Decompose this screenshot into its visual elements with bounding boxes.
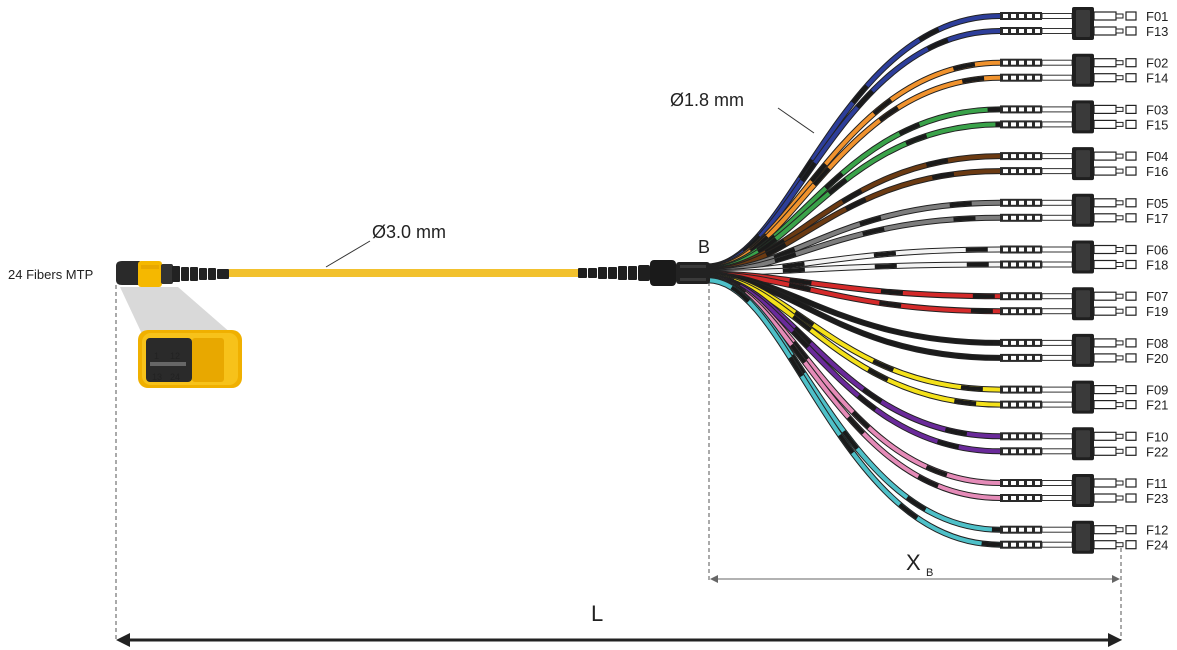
trunk-diameter-label: Ø3.0 mm	[372, 222, 446, 242]
fiber-label-f11: F11	[1146, 476, 1167, 491]
lc-duplex-housing-8	[1072, 333, 1094, 367]
xb-dimension-arrow	[710, 575, 1120, 583]
lc-connector-f10	[1000, 431, 1137, 441]
breakout-diameter-label: Ø1.8 mm	[670, 90, 744, 110]
fiber-label-f22: F22	[1146, 444, 1168, 459]
fiber-label-f03: F03	[1146, 102, 1168, 117]
lc-duplex-housing-5	[1072, 193, 1094, 227]
l-dimension-arrow	[116, 633, 1122, 647]
breakout-point-label: B	[698, 237, 710, 257]
fiber-label-f01: F01	[1146, 9, 1168, 24]
lc-connectors	[1000, 7, 1137, 554]
fiber-label-f23: F23	[1146, 491, 1168, 506]
lc-duplex-housing-9	[1072, 380, 1094, 414]
mtp-connector	[116, 261, 229, 287]
lc-connector-f13	[1000, 26, 1137, 36]
breakout-length-subscript: B	[926, 567, 933, 579]
fiber-label-f10: F10	[1146, 429, 1168, 444]
lc-connector-f02	[1000, 58, 1137, 68]
fiber-label-f12: F12	[1146, 523, 1168, 538]
fiber-label-f14: F14	[1146, 71, 1168, 86]
lc-duplex-housing-4	[1072, 147, 1094, 181]
lc-connector-f08	[1000, 338, 1137, 348]
fiber-label-f20: F20	[1146, 351, 1168, 366]
lc-duplex-housing-6	[1072, 240, 1094, 274]
lc-connector-f11	[1000, 478, 1137, 488]
total-length-label: L	[591, 601, 603, 626]
lc-connector-f17	[1000, 213, 1137, 223]
lc-connector-f07	[1000, 291, 1137, 301]
fiber-label-f08: F08	[1146, 336, 1168, 351]
fiber-label-f17: F17	[1146, 211, 1168, 226]
lc-connector-f20	[1000, 353, 1137, 363]
lc-duplex-housing-12	[1072, 520, 1094, 554]
lc-connector-f15	[1000, 119, 1137, 130]
lc-duplex-housing-10	[1072, 427, 1094, 461]
breakout-diameter-leader	[777, 107, 815, 134]
lc-duplex-housing-7	[1072, 287, 1094, 321]
lc-duplex-housing-1	[1072, 7, 1094, 40]
fiber-label-f21: F21	[1146, 398, 1168, 413]
lc-connector-f03	[1000, 104, 1137, 115]
breakout-boot	[578, 260, 710, 286]
lc-connector-f21	[1000, 400, 1137, 410]
fiber-label-f04: F04	[1146, 149, 1168, 164]
fiber-label-f19: F19	[1146, 304, 1168, 319]
mtp-position-13: 13	[152, 372, 162, 382]
fiber-label-f18: F18	[1146, 258, 1168, 273]
mtp-zoom-callout: 1 12 13 24	[120, 287, 242, 388]
trunk-diameter-leader	[325, 240, 371, 268]
mtp-position-12: 12	[170, 351, 180, 361]
fiber-label-f15: F15	[1146, 117, 1168, 132]
lc-connector-f18	[1000, 259, 1137, 270]
lc-connector-f23	[1000, 493, 1137, 503]
lc-connector-f12	[1000, 525, 1137, 535]
fiber-leg-f24	[707, 277, 1001, 548]
lc-connector-f06	[1000, 244, 1137, 255]
lc-duplex-housing-3	[1072, 100, 1094, 134]
breakout-length-label: X	[906, 550, 921, 575]
lc-connector-f01	[1000, 11, 1137, 21]
fiber-label-f06: F06	[1146, 243, 1168, 258]
lc-connector-f24	[1000, 540, 1137, 550]
fiber-label-f16: F16	[1146, 164, 1168, 179]
lc-connector-f19	[1000, 306, 1137, 316]
lc-duplex-housing-11	[1072, 474, 1094, 507]
breakout-legs	[707, 13, 1001, 548]
fiber-label-f05: F05	[1146, 196, 1168, 211]
fiber-label-f07: F07	[1146, 289, 1168, 304]
fiber-label-f02: F02	[1146, 56, 1168, 71]
mtp-position-24: 24	[170, 372, 180, 382]
mtp-position-1: 1	[154, 351, 159, 361]
lc-connector-f05	[1000, 198, 1137, 208]
connector-label: 24 Fibers MTP	[8, 267, 93, 282]
fiber-labels: F01F13F02F14F03F15F04F16F05F17F06F18F07F…	[1146, 9, 1168, 553]
lc-connector-f04	[1000, 151, 1137, 161]
lc-connector-f14	[1000, 73, 1137, 83]
fiber-label-f09: F09	[1146, 383, 1168, 398]
trunk-cable	[228, 269, 580, 277]
lc-connector-f16	[1000, 166, 1137, 176]
fiber-label-f24: F24	[1146, 538, 1168, 553]
fiber-label-f13: F13	[1146, 24, 1168, 39]
lc-connector-f09	[1000, 385, 1137, 395]
lc-duplex-housing-2	[1072, 53, 1094, 87]
lc-connector-f22	[1000, 446, 1137, 456]
